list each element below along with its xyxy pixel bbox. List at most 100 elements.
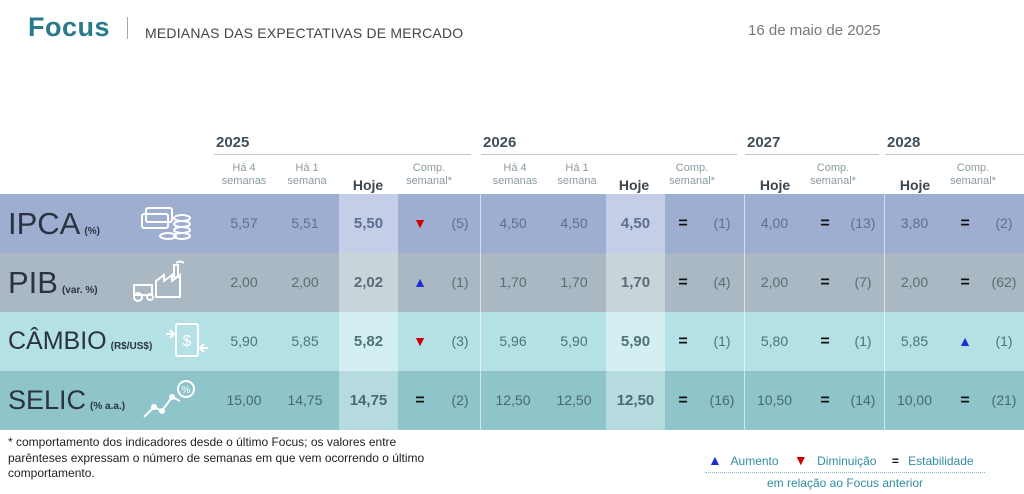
weeks-count-2027: (13): [850, 215, 876, 231]
value-hoje-2025: 2,02: [353, 274, 384, 291]
legend: ▲ Aumento ▼ Diminuição = Estabilidade: [708, 452, 980, 468]
value-hoje-2028: 2,00: [900, 274, 929, 290]
column-divider: [744, 253, 745, 312]
year-2025: 2025: [216, 134, 250, 151]
report-date: 16 de maio de 2025: [748, 22, 881, 39]
col-head-hoje-2027: Hoje: [759, 177, 791, 193]
indicator-name: PIB: [8, 265, 58, 300]
value-hoje-2027: 10,50: [756, 392, 793, 408]
value-hoje-2028: 10,00: [896, 392, 933, 408]
brand-title: Focus: [28, 12, 111, 42]
legend-equal-label: Estabilidade: [908, 454, 974, 468]
indicator-name: CÂMBIO: [8, 327, 107, 355]
value-ha4-2025: 2,00: [230, 274, 258, 290]
value-ha1-2026: 4,50: [560, 215, 588, 231]
value-ha1-2025: 2,00: [291, 274, 319, 290]
value-ha4-2026: 4,50: [499, 215, 527, 231]
value-hoje-2027: 5,80: [760, 333, 789, 349]
equal-sign-icon: =: [960, 392, 970, 409]
value-ha4-2026: 12,50: [495, 392, 531, 408]
indicator-row-pib: PIB (var. %) 2,00 2,00 2,02 ▲ (1) 1,70 1,70 1,70 =…: [0, 253, 1024, 312]
weeks-count-2028: (62): [991, 274, 1017, 290]
value-ha4-2025: 5,57: [230, 215, 258, 231]
weeks-count-2027: (7): [854, 274, 872, 290]
year-divider: [885, 154, 1024, 155]
column-divider: [480, 312, 481, 371]
svg-text:$: $: [183, 333, 192, 350]
weeks-count-2027: (14): [850, 392, 876, 408]
weeks-count-2025: (3): [451, 333, 469, 349]
column-divider: [480, 194, 481, 253]
value-ha1-2026: 12,50: [556, 392, 592, 408]
indicator-name: IPCA: [8, 206, 81, 241]
hoje-highlight: [606, 253, 665, 312]
legend-up-label: Aumento: [730, 454, 779, 468]
value-ha4-2026: 5,96: [499, 333, 527, 349]
hoje-highlight: [606, 371, 665, 430]
hoje-highlight: [339, 371, 398, 430]
col-head-ha1-2025: Há 1 semana: [287, 162, 327, 187]
factory-tractor-icon: [130, 259, 190, 305]
weeks-count-2028: (21): [991, 392, 1017, 408]
col-head-comp-2027: Comp. semanal*: [810, 162, 856, 187]
indicator-label: SELIC (% a.a.): [8, 371, 125, 430]
value-hoje-2025: 14,75: [349, 392, 388, 409]
year-divider: [745, 154, 879, 155]
value-hoje-2027: 4,00: [760, 215, 789, 231]
indicator-label: IPCA (%): [8, 194, 100, 253]
value-hoje-2026: 1,70: [620, 274, 651, 291]
col-head-ha4-2026: Há 4 semanas: [492, 162, 538, 187]
up-triangle-icon: ▲: [413, 274, 427, 290]
brand-divider: [127, 17, 128, 39]
equal-sign-icon: =: [415, 392, 425, 409]
weeks-count-2026: (16): [709, 392, 735, 408]
col-head-hoje-2025: Hoje: [352, 177, 384, 193]
column-divider: [884, 194, 885, 253]
legend-subtitle: em relação ao Focus anterior: [766, 476, 924, 490]
indicator-row-câmbio: CÂMBIO (R$/US$) $5,90 5,85 5,82 ▼ (3) 5,96 5,90 5…: [0, 312, 1024, 371]
weeks-count-2028: (2): [995, 215, 1013, 231]
value-hoje-2026: 5,90: [620, 333, 651, 350]
dollar-exchange-icon: $: [160, 318, 220, 364]
equal-sign-icon: =: [678, 215, 688, 232]
weeks-count-2026: (1): [713, 215, 731, 231]
column-divider: [744, 194, 745, 253]
equal-sign-icon: =: [820, 215, 830, 232]
value-hoje-2026: 4,50: [620, 215, 651, 232]
indicator-unit: (%): [84, 226, 100, 237]
down-triangle-icon: ▼: [413, 215, 427, 231]
value-ha1-2025: 5,51: [291, 215, 319, 231]
indicator-label: PIB (var. %): [8, 253, 98, 312]
equal-sign-icon: =: [820, 392, 830, 409]
year-divider: [214, 154, 471, 155]
weeks-count-2027: (1): [854, 333, 872, 349]
col-head-hoje-2026: Hoje: [618, 177, 650, 193]
value-hoje-2025: 5,50: [353, 215, 384, 232]
weeks-count-2028: (1): [995, 333, 1013, 349]
column-divider: [744, 371, 745, 430]
weeks-count-2025: (5): [451, 215, 469, 231]
indicator-name: SELIC: [8, 385, 87, 415]
hoje-highlight: [606, 194, 665, 253]
weeks-count-2025: (2): [451, 392, 469, 408]
indicator-unit: (% a.a.): [90, 401, 126, 412]
value-ha1-2026: 5,90: [560, 333, 588, 349]
down-triangle-icon: ▼: [413, 333, 427, 349]
equal-sign-icon: =: [820, 274, 830, 291]
column-divider: [744, 312, 745, 371]
coins-stack-icon: [138, 200, 198, 246]
value-ha4-2025: 5,90: [230, 333, 258, 349]
indicator-unit: (var. %): [61, 285, 98, 296]
legend-divider: [705, 472, 985, 473]
value-ha1-2025: 5,85: [291, 333, 319, 349]
indicator-label: CÂMBIO (R$/US$): [8, 312, 152, 371]
legend-down-label: Diminuição: [817, 454, 877, 468]
hoje-highlight: [339, 312, 398, 371]
column-divider: [884, 253, 885, 312]
equal-sign-icon: =: [960, 274, 970, 291]
equal-sign-icon: =: [960, 215, 970, 232]
year-divider: [481, 154, 737, 155]
hoje-highlight: [606, 312, 665, 371]
weeks-count-2026: (4): [713, 274, 731, 290]
equal-sign-icon: =: [678, 274, 688, 291]
